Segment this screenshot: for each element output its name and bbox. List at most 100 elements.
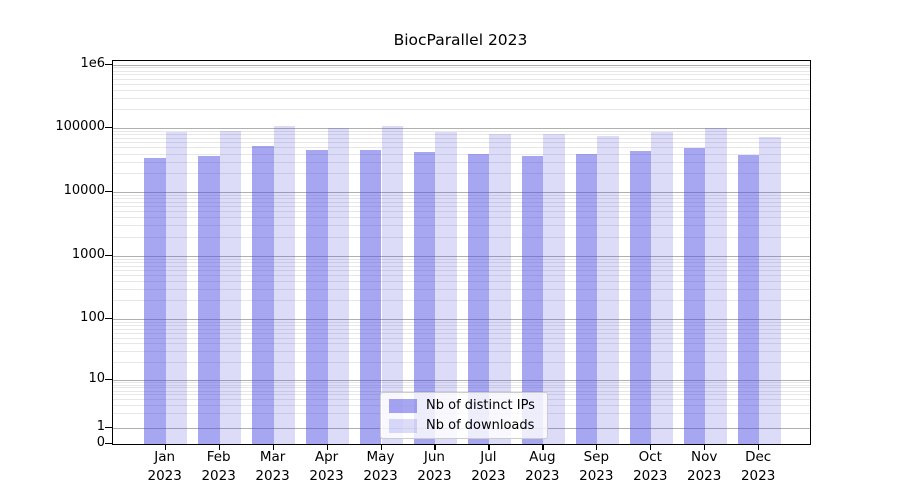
- bar-distinct-ips-sep: [575, 153, 598, 444]
- gridline-minor: [113, 337, 810, 339]
- y-tick-label: 10000: [63, 183, 105, 198]
- gridline-minor: [113, 138, 810, 140]
- gridline-major: [113, 380, 810, 381]
- y-tick-label: 1e6: [80, 55, 105, 71]
- gridline-minor: [113, 206, 810, 208]
- x-tick-mark: [272, 444, 274, 450]
- x-tick-mark: [218, 444, 220, 450]
- gridline-minor: [113, 83, 810, 85]
- x-tick-label: Jan 2023: [147, 449, 182, 484]
- bar-downloads-may: [381, 126, 404, 444]
- gridline-major: [113, 64, 810, 66]
- gridline-minor: [113, 225, 810, 227]
- gridline-minor: [113, 131, 810, 133]
- gridline-minor: [113, 289, 810, 291]
- gridline-minor: [113, 258, 810, 260]
- bar-distinct-ips-nov: [683, 148, 706, 444]
- x-tick-mark: [326, 444, 328, 450]
- gridline-major: [113, 192, 810, 193]
- bar-distinct-ips-mar: [252, 146, 274, 444]
- y-tick-mark: [105, 318, 112, 320]
- gridline-minor: [113, 74, 810, 76]
- bar-distinct-ips-may: [359, 150, 382, 444]
- y-tick-mark: [105, 191, 112, 193]
- gridline-minor: [113, 198, 810, 200]
- gridline-minor: [113, 262, 810, 264]
- gridline-major: [113, 128, 810, 130]
- x-tick-mark: [596, 444, 598, 450]
- chart-title: BiocParallel 2023: [393, 31, 528, 49]
- bar-distinct-ips-jun: [413, 151, 436, 444]
- gridline-minor: [113, 142, 810, 144]
- y-tick-label: 100: [80, 310, 105, 326]
- bar-downloads-sep: [597, 135, 619, 444]
- y-tick-label: 10: [88, 371, 105, 386]
- gridline-minor: [113, 211, 810, 213]
- gridline-minor: [113, 328, 810, 330]
- y-tick-mark: [105, 63, 112, 65]
- x-tick-label: Oct 2023: [633, 449, 668, 484]
- gridline-minor: [113, 275, 810, 277]
- gridline-minor: [113, 361, 810, 363]
- gridline-minor: [113, 161, 810, 163]
- gridline-minor: [113, 201, 810, 203]
- gridline-major: [113, 256, 810, 257]
- y-tick-mark: [105, 127, 112, 129]
- legend-label-distinct-ips: Nb of distinct IPs: [426, 397, 535, 413]
- bar-distinct-ips-feb: [198, 155, 220, 444]
- legend: Nb of distinct IPs Nb of downloads: [380, 392, 548, 439]
- bar-downloads-jul: [489, 133, 511, 444]
- gridline-minor: [113, 70, 810, 72]
- bar-distinct-ips-dec: [737, 154, 760, 444]
- gridline-minor: [113, 89, 810, 91]
- gridline-minor: [113, 351, 810, 353]
- gridline-minor: [113, 300, 810, 302]
- x-tick-label: Nov 2023: [687, 449, 722, 484]
- gridline-minor: [113, 217, 810, 219]
- legend-label-downloads: Nb of downloads: [426, 417, 535, 433]
- x-tick-mark: [164, 444, 166, 450]
- gridline-minor: [113, 172, 810, 174]
- x-tick-mark: [434, 444, 436, 450]
- y-tick-label: 1000: [71, 247, 105, 262]
- x-tick-mark: [380, 444, 382, 450]
- y-tick-mark: [105, 426, 112, 428]
- gridline-major: [113, 319, 810, 321]
- x-tick-label: Feb 2023: [201, 449, 236, 484]
- legend-swatch-distinct-ips: [389, 398, 417, 413]
- bar-downloads-aug: [543, 133, 565, 444]
- x-tick-label: Mar 2023: [255, 449, 290, 484]
- x-tick-label: Jul 2023: [471, 449, 506, 484]
- gridline-minor: [113, 109, 810, 111]
- y-tick-mark: [105, 255, 112, 257]
- x-tick-label: Dec 2023: [740, 449, 776, 484]
- bar-distinct-ips-jan: [144, 157, 166, 444]
- x-tick-label: Jun 2023: [417, 449, 452, 484]
- x-tick-mark: [542, 444, 544, 450]
- y-tick-label: 100000: [55, 119, 105, 135]
- bar-distinct-ips-aug: [521, 155, 544, 444]
- x-tick-label: Sep 2023: [579, 449, 614, 484]
- x-tick-mark: [488, 444, 490, 450]
- gridline-minor: [113, 332, 810, 334]
- y-tick-label: 0: [96, 435, 105, 450]
- x-tick-label: Apr 2023: [309, 449, 344, 484]
- y-tick-mark: [105, 379, 112, 381]
- y-tick-mark: [105, 443, 112, 445]
- bar-downloads-jan: [165, 131, 188, 444]
- gridline-minor: [113, 281, 810, 283]
- gridline-minor: [113, 147, 810, 149]
- bar-downloads-mar: [273, 125, 296, 444]
- gridline-minor: [113, 97, 810, 99]
- bar-downloads-oct: [651, 132, 673, 444]
- legend-row-distinct-ips: Nb of distinct IPs: [389, 398, 547, 414]
- gridline-minor: [113, 387, 810, 389]
- legend-row-downloads: Nb of downloads: [389, 418, 547, 434]
- plot-area: Nb of distinct IPs Nb of downloads: [112, 60, 811, 445]
- x-tick-label: Aug 2023: [525, 449, 560, 484]
- bar-distinct-ips-oct: [629, 151, 652, 444]
- gridline-minor: [113, 390, 810, 392]
- bar-downloads-jun: [435, 132, 458, 444]
- gridline-minor: [113, 322, 810, 324]
